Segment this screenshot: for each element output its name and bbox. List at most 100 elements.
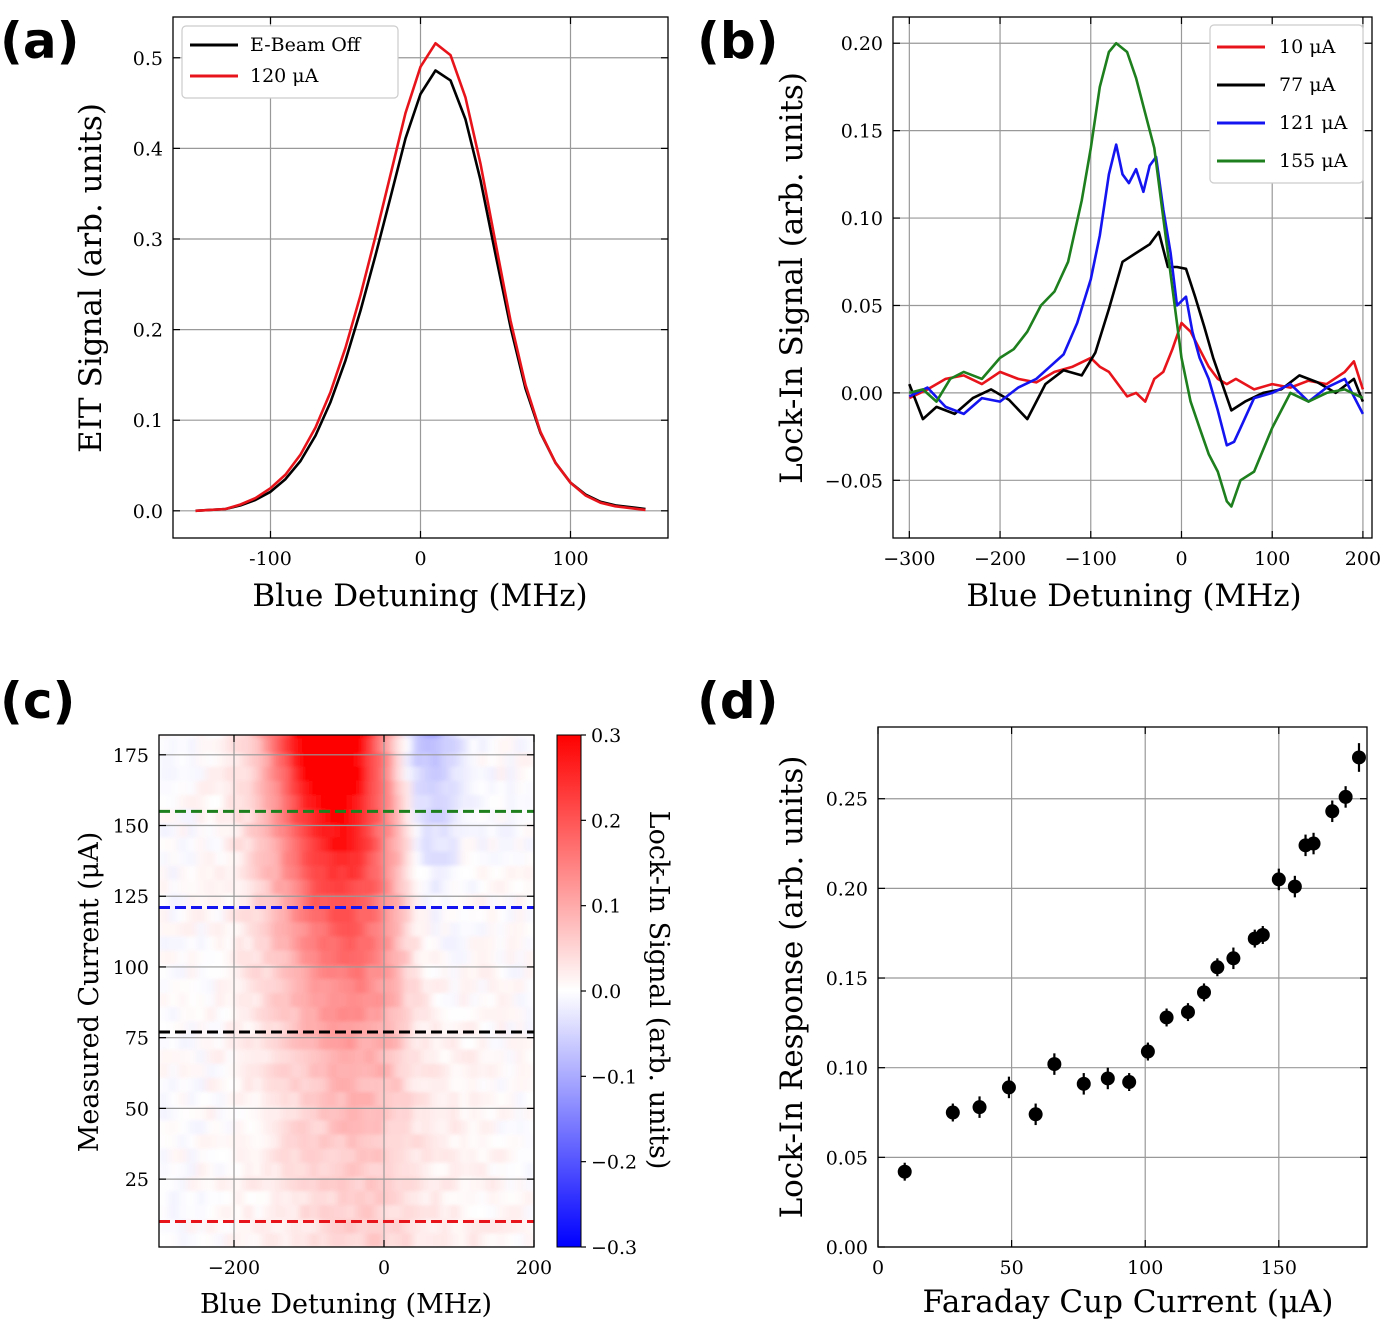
heatmap-cell — [393, 1176, 404, 1191]
heatmap-cell — [355, 935, 366, 951]
xtick-label: −200 — [974, 548, 1026, 570]
heatmap-cell — [318, 851, 329, 866]
heatmap-cell — [487, 737, 498, 753]
heatmap-cell — [177, 737, 188, 753]
heatmap-cell — [412, 780, 423, 795]
heatmap-cell — [421, 1091, 432, 1107]
heatmap-cell — [290, 1190, 301, 1206]
heatmap-cell — [299, 1020, 310, 1036]
heatmap-cell — [252, 735, 263, 739]
heatmap-cell — [346, 978, 357, 993]
heatmap-cell — [309, 735, 319, 739]
heatmap-cell — [252, 1176, 263, 1191]
heatmap-cell — [290, 935, 301, 951]
heatmap-cell — [243, 735, 254, 739]
heatmap-cell — [234, 1006, 244, 1022]
heatmap-cell — [234, 1119, 244, 1135]
heatmap-cell — [327, 1006, 338, 1022]
ytick-label: 0.05 — [841, 295, 883, 317]
heatmap-cell — [168, 1133, 179, 1149]
heatmap-cell — [496, 737, 507, 753]
heatmap-cell — [318, 879, 329, 894]
heatmap-cell — [299, 907, 310, 923]
heatmap-cell — [318, 1176, 329, 1191]
heatmap-cell — [487, 1049, 498, 1064]
heatmap-cell — [168, 822, 179, 838]
heatmap-cell — [515, 737, 526, 753]
heatmap-cell — [374, 1006, 385, 1022]
heatmap-cell — [168, 1204, 179, 1220]
heatmap-cell — [280, 964, 291, 979]
heatmap-cell — [384, 851, 394, 866]
heatmap-cell — [299, 1204, 310, 1220]
heatmap-cell — [299, 1148, 310, 1163]
heatmap-cell — [505, 1176, 516, 1191]
data-point — [1325, 804, 1340, 819]
heatmap-cell — [262, 964, 273, 979]
heatmap-cell — [234, 1232, 244, 1247]
heatmap-cell — [159, 907, 169, 923]
xtick-label: −200 — [208, 1257, 260, 1279]
heatmap-cell — [299, 1232, 310, 1247]
panel-d-points — [897, 743, 1366, 1181]
heatmap-cell — [346, 1176, 357, 1191]
heatmap-cell — [215, 780, 226, 795]
heatmap-cell — [215, 879, 226, 894]
heatmap-cell — [440, 1162, 451, 1177]
heatmap-cell — [271, 1218, 282, 1234]
heatmap-cell — [280, 851, 291, 866]
heatmap-cell — [346, 794, 357, 810]
heatmap-cell — [496, 978, 507, 993]
heatmap-cell — [365, 780, 376, 795]
heatmap-cell — [196, 1034, 207, 1050]
heatmap-cell — [168, 1176, 179, 1191]
heatmap-cell — [421, 766, 432, 781]
heatmap-cell — [374, 1077, 385, 1092]
heatmap-cell — [215, 808, 226, 824]
xtick-label: 150 — [1261, 1257, 1297, 1279]
heatmap-cell — [384, 935, 394, 951]
heatmap-cell — [346, 780, 357, 795]
heatmap-cell — [290, 865, 301, 880]
heatmap-cell — [374, 737, 385, 753]
heatmap-cell — [374, 992, 385, 1008]
heatmap-cell — [327, 865, 338, 880]
heatmap-cell — [365, 851, 376, 866]
heatmap-cell — [205, 1162, 216, 1177]
heatmap-cell — [196, 794, 207, 810]
heatmap-cell — [234, 1105, 244, 1121]
heatmap-cell — [496, 735, 507, 739]
heatmap-cell — [384, 1077, 394, 1092]
heatmap-cell — [459, 950, 469, 965]
heatmap-cell — [477, 1133, 488, 1149]
ytick-label: 0.5 — [133, 48, 163, 70]
heatmap-cell — [449, 1232, 460, 1247]
heatmap-cell — [196, 780, 207, 795]
heatmap-cell — [243, 1204, 254, 1220]
heatmap-cell — [290, 1063, 301, 1078]
heatmap-cell — [205, 978, 216, 993]
heatmap-cell — [374, 1162, 385, 1177]
heatmap-cell — [215, 1119, 226, 1135]
heatmap-cell — [384, 737, 394, 753]
heatmap-cell — [393, 893, 404, 909]
heatmap-cell — [505, 766, 516, 781]
heatmap-cell — [290, 1119, 301, 1135]
heatmap-cell — [402, 1204, 413, 1220]
heatmap-cell — [355, 1190, 366, 1206]
heatmap-cell — [421, 879, 432, 894]
heatmap-cell — [280, 822, 291, 838]
heatmap-cell — [421, 893, 432, 909]
heatmap-cell — [262, 1162, 273, 1177]
heatmap-cell — [365, 808, 376, 824]
heatmap-cell — [196, 978, 207, 993]
heatmap-cell — [459, 766, 469, 781]
panel-letter-c: (c) — [0, 672, 75, 730]
heatmap-cell — [177, 735, 188, 739]
heatmap-cell — [365, 950, 376, 965]
heatmap-cell — [440, 879, 451, 894]
xtick-label: −300 — [883, 548, 935, 570]
heatmap-cell — [196, 1063, 207, 1078]
heatmap-cell — [355, 1162, 366, 1177]
heatmap-cell — [524, 1077, 534, 1092]
